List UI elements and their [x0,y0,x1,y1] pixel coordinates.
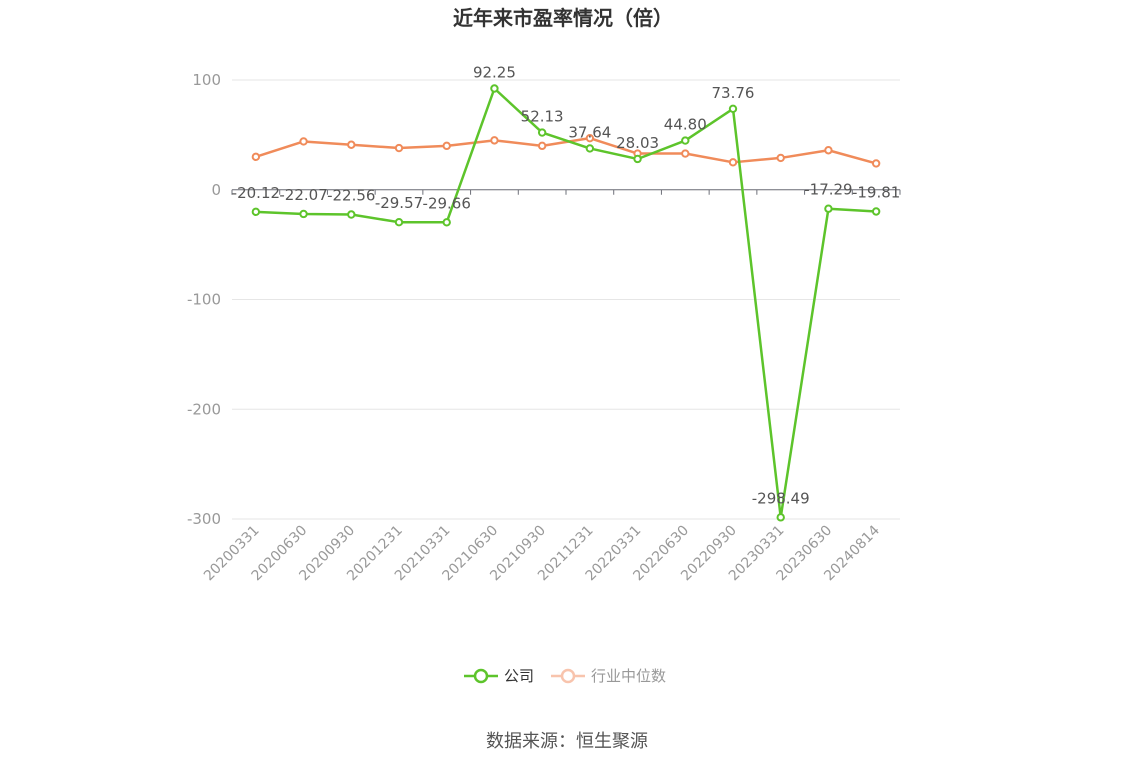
data-point[interactable] [585,133,595,143]
data-point[interactable] [681,136,690,145]
series-1 [251,133,881,168]
data-point[interactable] [824,146,833,155]
x-axis: 2020033120200630202009302020123120210331… [201,189,901,584]
data-label: -17.29 [804,181,852,199]
data-point[interactable] [537,128,547,137]
legend-label: 公司 [504,667,534,685]
legend-label: 行业中位数 [591,667,666,685]
data-label: 52.13 [521,108,564,126]
data-label: 92.25 [473,64,516,82]
data-label: -19.81 [852,183,900,201]
data-labels-layer: -20.12 -22.07 -22.56 -29.57 -29.66 92.25 52.13… [232,64,901,508]
data-label: 28.03 [616,134,659,152]
data-point[interactable] [347,210,356,219]
data-label: 44.80 [664,116,707,134]
data-label: -22.07 [279,186,327,204]
legend-marker-icon [560,668,576,684]
source-note: 数据来源：恒生聚源 [486,731,648,752]
series-layer [251,84,881,522]
series-line [255,87,877,519]
data-point[interactable] [299,209,308,219]
data-label: -29.57 [375,194,423,212]
data-point[interactable] [871,207,881,216]
data-point[interactable] [824,204,833,213]
y-tick-label: -200 [187,400,221,418]
data-point[interactable] [490,136,499,145]
data-point[interactable] [394,143,404,153]
data-label: 37.64 [568,123,611,141]
data-label: -298.49 [752,489,810,507]
data-point[interactable] [728,158,738,167]
chart-title: 近年来市盈率情况（倍） [453,6,673,30]
data-point[interactable] [490,84,499,93]
y-tick-label: -300 [187,510,221,528]
data-point[interactable] [776,513,785,522]
series-line [255,136,877,165]
data-point[interactable] [633,154,642,164]
data-point[interactable] [299,137,308,146]
grid-lines [232,79,900,520]
series-0 [251,84,881,522]
data-point[interactable] [585,144,595,153]
data-label: -22.56 [327,187,375,205]
y-axis-ticks: 100 0 -100 -200 -300 [187,71,221,528]
data-point[interactable] [681,149,690,158]
y-tick-label: 100 [192,71,221,89]
data-point[interactable] [871,159,881,168]
y-tick-label: -100 [187,291,221,309]
data-point[interactable] [251,152,261,162]
data-point[interactable] [728,104,738,113]
data-point[interactable] [442,141,451,151]
data-point[interactable] [347,140,356,149]
data-point[interactable] [251,207,261,217]
data-point[interactable] [394,218,404,227]
legend-item[interactable]: 公司 [464,667,534,685]
data-label: -20.12 [232,184,280,202]
data-label: 73.76 [712,84,755,102]
data-point[interactable] [776,153,785,163]
y-tick-label: 0 [211,181,221,199]
data-point[interactable] [537,141,547,151]
legend[interactable]: 公司 行业中位数 [464,667,666,685]
data-label: -29.66 [423,194,471,212]
data-point[interactable] [442,218,451,227]
legend-item[interactable]: 行业中位数 [551,667,666,685]
legend-marker-icon [473,668,489,684]
